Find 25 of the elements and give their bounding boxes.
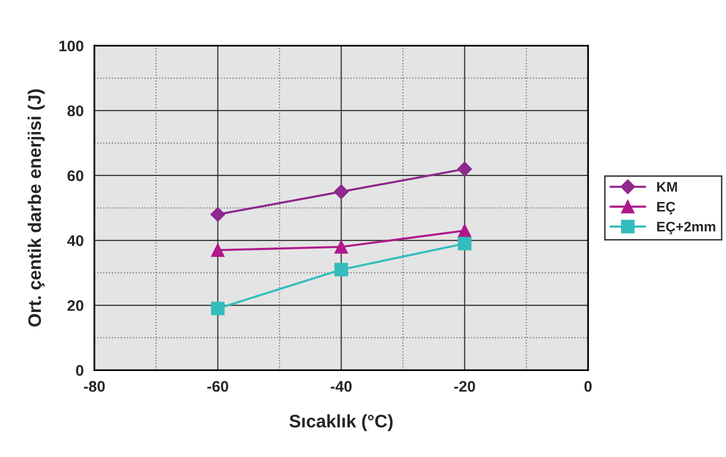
point [458,236,472,250]
point [334,262,348,276]
y-axis-title: Ort. çentik darbe enerjisi (J) [28,89,45,327]
y-tick-label: 20 [68,300,84,311]
x-tick-label: 0 [584,380,592,392]
point [211,243,225,257]
legend-label: KM [657,182,677,192]
point [211,302,225,316]
x-tick-label: -20 [454,380,476,392]
x-tick-label: -40 [330,380,352,392]
point [210,207,226,222]
point [334,184,349,200]
legend-label: EÇ+2mm [657,222,716,234]
x-tick-label: -80 [84,380,105,392]
y-tick-label: 40 [67,235,84,246]
legend-label: EÇ [657,202,676,214]
point [458,224,472,238]
point [334,240,348,254]
x-tick-label: -60 [207,380,228,392]
y-tick-label: 60 [68,170,84,182]
point [457,162,472,176]
y-tick-label: 0 [76,365,84,376]
y-tick-label: 80 [67,105,84,116]
y-tick-label: 100 [59,40,84,52]
x-axis-title: Sıcaklık (°C) [289,414,393,432]
